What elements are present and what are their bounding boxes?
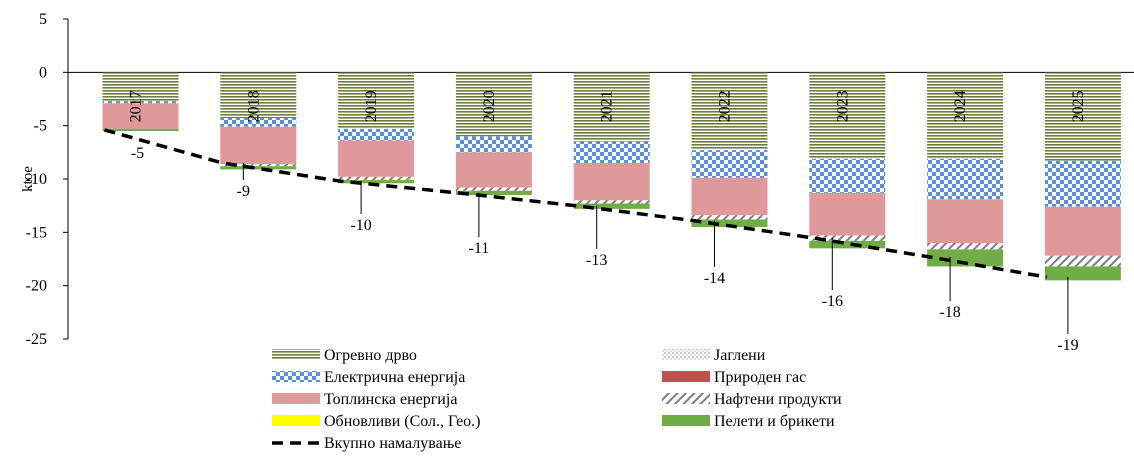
data-label: -10 (350, 217, 371, 234)
legend-swatch-heat (272, 393, 320, 404)
bar-segment-firewood (338, 72, 415, 129)
data-label: -5 (131, 145, 144, 162)
legend-label-total: Вкупно намалување (324, 435, 461, 452)
bar-segment-oil (927, 243, 1004, 250)
y-tick-label: -25 (26, 331, 47, 348)
y-tick-label: -15 (26, 224, 47, 241)
legend-swatch-firewood (272, 349, 320, 360)
y-axis-title: ktoe (20, 166, 36, 192)
data-label: -18 (939, 304, 960, 321)
bar-segment-pellets (691, 219, 768, 227)
bar-segment-pellets (1044, 266, 1121, 281)
bar-segment-firewood (809, 72, 886, 159)
bar-segment-oil (455, 187, 532, 191)
legend-swatch-electricity (272, 371, 320, 382)
y-tick-label: -20 (26, 278, 47, 295)
legend-label-oil: Нафтени продукти (714, 391, 842, 408)
bar-segment-electricity (455, 136, 532, 153)
data-label: -16 (822, 293, 843, 310)
bar-segment-firewood (220, 72, 297, 119)
category-label: 2022 (717, 90, 734, 122)
legend-label-pellets: Пелети и брикети (714, 413, 835, 430)
y-tick-label: -5 (34, 118, 47, 135)
data-label: -13 (586, 252, 607, 269)
y-tick-label: 0 (39, 64, 47, 81)
bar-segment-heat (691, 177, 768, 216)
legend-swatch-oil (662, 393, 710, 404)
bar-segment-firewood (455, 72, 532, 137)
data-label: -9 (237, 183, 250, 200)
bar-segment-electricity (573, 141, 650, 163)
bar-segment-heat (573, 163, 650, 201)
bar-segment-heat (809, 192, 886, 236)
category-label: 2019 (363, 90, 380, 122)
bar-segment-oil (809, 235, 886, 241)
y-tick-label: -10 (26, 171, 47, 188)
bar-segment-pellets (455, 190, 532, 195)
legend-label-gas: Природен гас (714, 369, 806, 386)
category-label: 2023 (834, 90, 851, 122)
legend-label-electricity: Електрична енергија (324, 369, 465, 386)
bar-segment-electricity (809, 158, 886, 193)
bar-segment-electricity (220, 118, 297, 127)
legend-label-firewood: Огревно дрво (324, 347, 417, 364)
bar-segment-electricity (102, 101, 179, 104)
bar-segment-heat (220, 126, 297, 165)
y-tick-label: 5 (39, 11, 47, 28)
bar-segment-pellets (102, 128, 179, 131)
legend-swatch-pellets (662, 415, 710, 426)
bar-segment-electricity (1044, 160, 1121, 207)
bar-segment-pellets (220, 166, 297, 170)
bar-segment-heat (927, 199, 1004, 243)
bar-segment-firewood (691, 72, 768, 151)
category-label: 2021 (599, 90, 616, 122)
bar-segment-pellets (573, 203, 650, 209)
bar-segment-electricity (927, 158, 1004, 200)
category-label: 2018 (245, 90, 262, 122)
bar-segment-heat (1044, 206, 1121, 256)
total-reduction-line (104, 128, 1048, 279)
bar-segment-electricity (691, 150, 768, 178)
bar-segment-heat (338, 140, 415, 177)
legend-label-heat: Топлинска енергија (324, 391, 457, 408)
bar-segment-electricity (338, 128, 415, 141)
bar-segment-oil (691, 215, 768, 220)
category-label: 2025 (1070, 90, 1087, 122)
bar-segment-heat (102, 103, 179, 129)
legend-label-coal: Јаглени (714, 347, 766, 364)
bar-segment-firewood (927, 72, 1004, 159)
legend-swatch-gas (662, 371, 710, 382)
bar-segment-pellets (809, 240, 886, 249)
bar-segment-oil (338, 176, 415, 181)
bar-segment-pellets (927, 249, 1004, 267)
legend-label-renewables: Обновливи (Сол., Гео.) (324, 413, 481, 430)
bar-segment-firewood (1044, 72, 1121, 161)
bar-segment-oil (220, 164, 297, 167)
data-label: -14 (704, 270, 725, 287)
bar-segment-oil (573, 200, 650, 204)
bar-segment-firewood (573, 72, 650, 142)
bar-segment-pellets (338, 180, 415, 184)
data-label: -11 (469, 240, 490, 257)
bar-segment-firewood (102, 72, 179, 102)
bar-segment-oil (1044, 255, 1121, 267)
legend-swatch-coal (662, 349, 710, 360)
category-label: 2020 (481, 90, 498, 122)
bar-segment-heat (455, 152, 532, 188)
legend-swatch-renewables (272, 415, 320, 426)
data-label: -19 (1057, 337, 1078, 354)
category-label: 2017 (128, 90, 145, 122)
category-label: 2024 (952, 90, 969, 122)
